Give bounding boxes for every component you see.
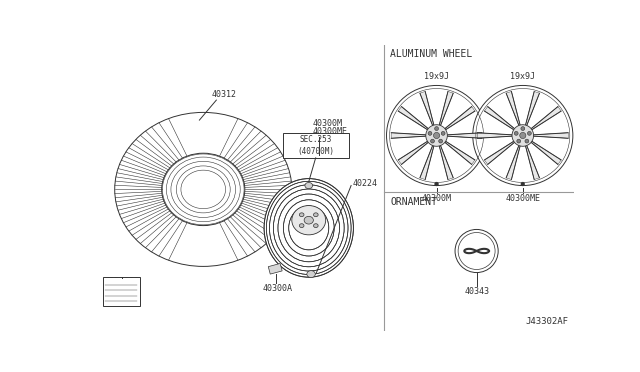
Ellipse shape [305, 183, 312, 189]
Text: ALUMINUM WHEEL: ALUMINUM WHEEL [390, 49, 472, 59]
Polygon shape [391, 133, 426, 138]
Polygon shape [447, 133, 482, 138]
Polygon shape [445, 107, 475, 130]
Polygon shape [506, 92, 520, 125]
Polygon shape [531, 107, 561, 130]
Text: 40343: 40343 [464, 286, 489, 295]
Circle shape [387, 86, 486, 186]
Polygon shape [525, 92, 540, 125]
Polygon shape [439, 145, 453, 179]
Ellipse shape [300, 213, 304, 217]
Text: 40312: 40312 [212, 90, 237, 99]
Circle shape [455, 230, 498, 273]
Ellipse shape [307, 271, 316, 278]
Circle shape [517, 139, 521, 143]
Text: J43302AF: J43302AF [525, 317, 568, 326]
Circle shape [473, 86, 573, 186]
Circle shape [426, 125, 447, 146]
Polygon shape [420, 145, 434, 179]
Polygon shape [525, 145, 540, 179]
Polygon shape [484, 141, 515, 164]
Circle shape [520, 132, 526, 139]
Text: SEC.253
(40700M): SEC.253 (40700M) [298, 135, 335, 156]
Circle shape [521, 126, 525, 131]
Circle shape [435, 182, 438, 186]
Circle shape [527, 131, 531, 135]
Ellipse shape [264, 179, 353, 277]
Text: 40300A: 40300A [263, 284, 293, 293]
Ellipse shape [115, 112, 292, 266]
Bar [103, 277, 140, 307]
Polygon shape [439, 92, 453, 125]
Circle shape [438, 139, 443, 143]
Polygon shape [398, 107, 428, 130]
Ellipse shape [163, 154, 244, 225]
Circle shape [512, 125, 534, 146]
Polygon shape [531, 141, 561, 164]
Polygon shape [477, 133, 512, 138]
Polygon shape [534, 133, 568, 138]
Text: 40300ME: 40300ME [506, 194, 540, 203]
Circle shape [458, 232, 495, 269]
Bar [268, 263, 282, 274]
Ellipse shape [304, 217, 314, 224]
Polygon shape [484, 107, 515, 130]
Text: 40300AA: 40300AA [104, 277, 139, 286]
Polygon shape [445, 141, 475, 164]
Polygon shape [420, 92, 434, 125]
Text: 19x9J: 19x9J [510, 73, 535, 81]
Circle shape [521, 182, 525, 186]
Ellipse shape [300, 224, 304, 228]
Circle shape [525, 139, 529, 143]
Circle shape [441, 131, 445, 135]
Circle shape [435, 126, 438, 131]
Ellipse shape [292, 206, 326, 235]
Polygon shape [506, 145, 520, 179]
Circle shape [515, 131, 518, 135]
Text: 40224: 40224 [353, 179, 378, 188]
Circle shape [428, 131, 432, 135]
Circle shape [433, 132, 440, 139]
Circle shape [431, 139, 435, 143]
Text: 40300M: 40300M [422, 194, 452, 203]
Text: 40300ME: 40300ME [312, 127, 348, 136]
Ellipse shape [314, 213, 318, 217]
Ellipse shape [162, 153, 245, 225]
Text: 19x9J: 19x9J [424, 73, 449, 81]
Polygon shape [398, 141, 428, 164]
Ellipse shape [314, 224, 318, 228]
Text: 40300M: 40300M [312, 119, 342, 128]
Bar [284, 133, 349, 158]
Text: ORNAMENT: ORNAMENT [390, 198, 437, 208]
